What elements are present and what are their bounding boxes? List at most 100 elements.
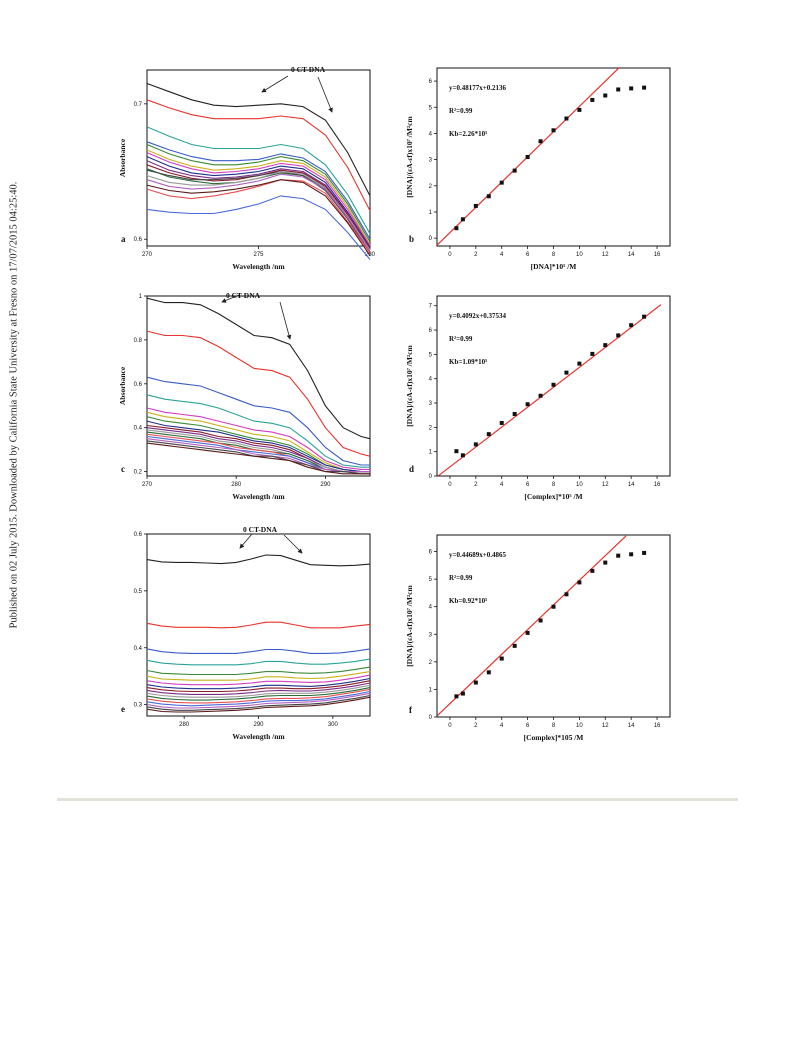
- data-point: [454, 694, 459, 699]
- x-axis-label: Wavelength /nm: [232, 492, 285, 501]
- data-point: [499, 420, 504, 425]
- data-point: [525, 402, 530, 407]
- data-point: [551, 382, 556, 387]
- spectrum-line-8: [146, 420, 370, 473]
- data-point: [629, 323, 634, 328]
- data-point: [551, 604, 556, 609]
- spectrum-line-16: [146, 440, 370, 475]
- spectrum-line-15: [146, 179, 371, 254]
- spectrum-line-9: [146, 680, 371, 693]
- data-point: [642, 314, 647, 319]
- data-point: [603, 560, 608, 565]
- data-point: [486, 194, 491, 199]
- x-axis-label: [Complex]*105 /M: [524, 733, 584, 742]
- spectrum-line-3: [146, 648, 371, 654]
- data-point: [525, 155, 530, 159]
- data-point: [629, 86, 634, 91]
- spectrum-line-11: [146, 684, 371, 698]
- annotation-label: 0 CT-DNA: [243, 525, 278, 534]
- data-point: [538, 139, 543, 144]
- spectrum-line-4: [146, 141, 371, 240]
- data-point: [577, 580, 582, 585]
- y-tick-label: 1: [429, 210, 433, 216]
- y-tick-label: 0.6: [134, 382, 143, 388]
- y-tick-label: 0.6: [134, 532, 143, 538]
- spectrum-line-3: [146, 126, 371, 235]
- spectrum-line-17: [146, 696, 371, 713]
- spectrum-line-1: [146, 297, 371, 440]
- data-point: [590, 568, 595, 573]
- y-tick-label: 2: [429, 660, 433, 666]
- spectrum-line-16: [146, 179, 371, 256]
- y-tick-label: 5: [429, 352, 433, 358]
- y-tick-label: 0: [429, 474, 433, 480]
- data-point: [603, 343, 608, 348]
- y-tick-label: 4: [429, 131, 433, 137]
- data-point: [603, 93, 608, 98]
- x-tick-label: 12: [602, 482, 609, 488]
- x-tick-label: 0: [448, 482, 452, 488]
- x-tick-label: 280: [365, 252, 376, 258]
- spectrum-line-15: [146, 692, 371, 709]
- panel-label: a: [121, 234, 126, 244]
- data-point: [473, 203, 478, 208]
- y-tick-label: 3: [429, 632, 433, 638]
- data-point: [616, 87, 621, 92]
- spectrum-line-6: [146, 149, 371, 245]
- spectrum-line-13: [146, 170, 371, 251]
- panel-label: d: [409, 464, 414, 474]
- spectrum-line-7: [146, 152, 371, 247]
- y-axis-label: [DNA]/(εA-εf)x10⁷ /M²cm: [405, 345, 414, 427]
- panel-label: f: [409, 705, 413, 715]
- spectrum-line-1: [146, 554, 371, 567]
- x-tick-label: 4: [500, 252, 504, 258]
- spectrum-line-14: [146, 690, 371, 707]
- spectrum-line-12: [146, 687, 371, 701]
- x-tick-label: 6: [526, 482, 530, 488]
- spectrum-line-5: [146, 407, 370, 470]
- x-tick-label: 14: [628, 482, 635, 488]
- annotation-arrow: [283, 534, 303, 554]
- x-tick-label: 10: [576, 723, 583, 729]
- annotation-arrow: [261, 75, 289, 93]
- y-tick-label: 5: [429, 105, 433, 111]
- x-axis-label: Wavelength /nm: [232, 262, 285, 271]
- y-tick-label: 3: [429, 158, 433, 164]
- data-point: [590, 97, 595, 102]
- y-tick-label: 6: [429, 328, 433, 334]
- data-point: [616, 333, 621, 338]
- y-tick-label: 0.4: [134, 646, 143, 652]
- spectrum-line-2: [146, 99, 371, 212]
- spectrum-line-5: [146, 666, 371, 676]
- data-point: [460, 453, 465, 458]
- data-point: [499, 180, 504, 185]
- data-point: [512, 643, 517, 648]
- fit-equation: y=0.48177x+0.2136: [449, 84, 506, 92]
- spectrum-line-10: [146, 682, 371, 695]
- y-tick-label: 0.7: [134, 102, 143, 108]
- data-point: [616, 553, 621, 558]
- y-tick-label: 0.4: [134, 426, 143, 432]
- y-tick-label: 7: [429, 304, 433, 310]
- data-point: [577, 361, 582, 366]
- data-point: [454, 449, 459, 454]
- x-tick-label: 270: [142, 482, 153, 488]
- spectrum-line-12: [146, 169, 371, 254]
- spectrum-line-5: [146, 143, 371, 243]
- x-axis-label: [DNA]*10⁵ /M: [531, 262, 577, 271]
- spectrum-line-8: [146, 677, 371, 690]
- y-tick-label: 4: [429, 377, 433, 383]
- spectrum-line-8: [146, 156, 371, 248]
- y-axis-label: Absorbance: [118, 138, 127, 177]
- data-point: [590, 351, 595, 356]
- data-point: [642, 85, 647, 90]
- plot-frame: [146, 295, 371, 477]
- annotation-arrow: [279, 301, 292, 340]
- x-tick-label: 270: [142, 252, 153, 258]
- y-tick-label: 2: [429, 184, 433, 190]
- x-tick-label: 16: [654, 252, 661, 258]
- data-point: [642, 550, 647, 555]
- data-point: [473, 680, 478, 685]
